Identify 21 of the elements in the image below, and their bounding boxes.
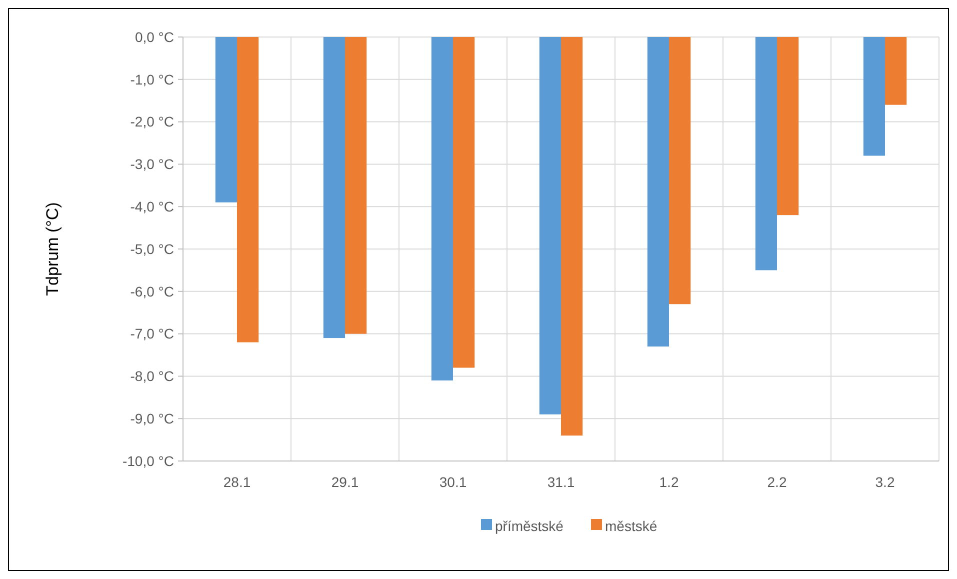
x-tick-label: 29.1 [331,474,359,490]
x-tick-label: 30.1 [439,474,467,490]
y-tick-label: -7,0 °C [130,326,174,342]
x-tick-label: 1.2 [659,474,679,490]
y-tick-label: 0,0 °C [134,28,174,45]
y-tick-label: -10,0 °C [122,452,174,469]
y-tick-label: -6,0 °C [130,283,174,300]
x-tick-label: 2.2 [767,474,787,490]
y-tick-label: -3,0 °C [130,156,174,172]
y-axis-title: Tdprum (°C) [43,202,62,296]
legend-label: městské [605,518,658,534]
y-tick-label: -8,0 °C [130,368,174,384]
x-tick-label: 28.1 [223,474,251,490]
y-tick-label: -1,0 °C [130,71,174,88]
x-tick-label: 3.2 [875,474,895,490]
y-tick-label: -5,0 °C [130,240,174,257]
x-tick-label: 31.1 [547,474,575,490]
y-tick-label: -2,0 °C [130,114,174,130]
y-tick-label: -4,0 °C [130,198,174,214]
y-tick-label: -9,0 °C [130,410,174,426]
legend-label: příměstské [495,518,564,534]
